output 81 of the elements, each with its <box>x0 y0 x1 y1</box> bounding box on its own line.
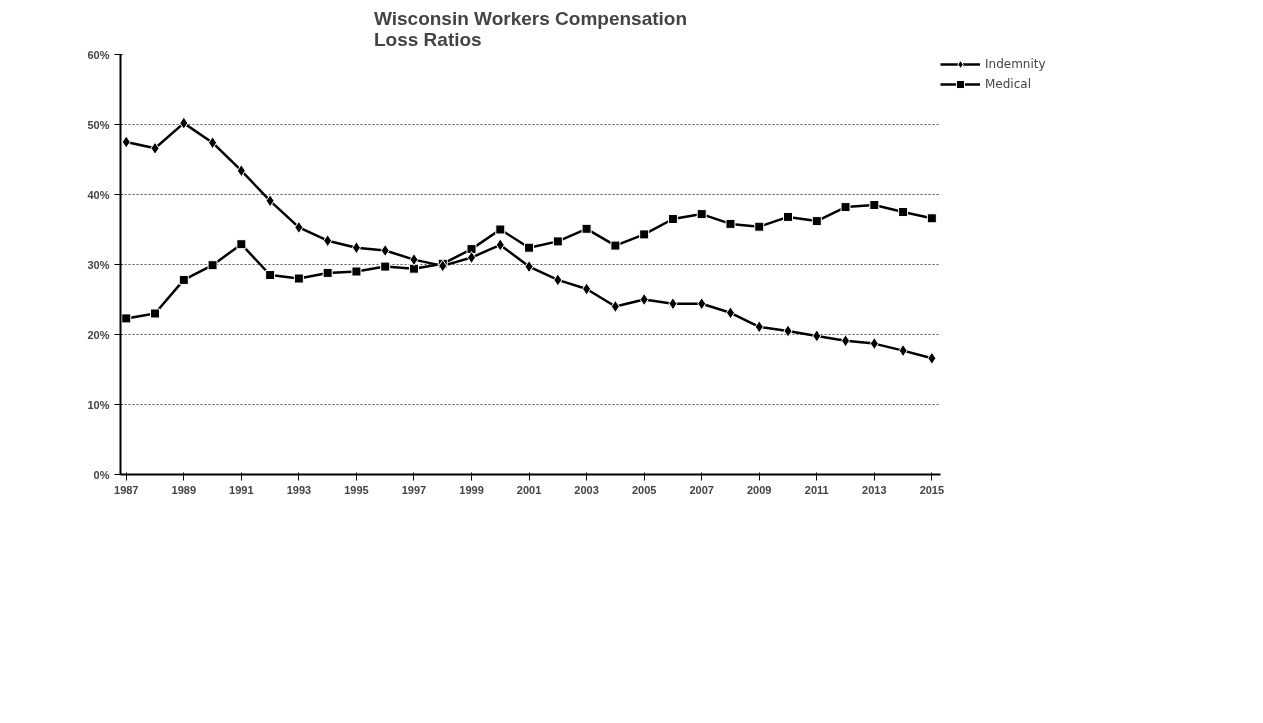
x-tick-label: 1997 <box>401 483 427 496</box>
point <box>495 224 506 235</box>
point <box>668 297 678 311</box>
chart-title: Wisconsin Workers Compensation Loss Ratios <box>373 7 688 50</box>
x-tick-label: 1987 <box>114 483 139 496</box>
point <box>208 136 218 150</box>
point <box>696 209 707 220</box>
x-tick-label: 2015 <box>919 483 945 496</box>
x-tick-label: 1989 <box>171 483 197 496</box>
x-tick-label: 2013 <box>862 483 887 496</box>
legend-label: Medical <box>985 77 1031 91</box>
point <box>869 337 879 351</box>
point <box>322 267 333 278</box>
point <box>927 351 937 365</box>
point <box>581 223 592 234</box>
point <box>926 213 937 224</box>
x-tick-label: 2007 <box>689 483 714 496</box>
x-tick-label: 1995 <box>344 483 369 496</box>
x-tick-label: 1993 <box>286 483 312 496</box>
point <box>179 116 189 130</box>
point <box>783 324 793 338</box>
point <box>840 202 851 213</box>
point <box>351 241 361 255</box>
y-tick-label: 60% <box>87 48 110 61</box>
point <box>265 270 276 280</box>
legend-label: Indemnity <box>985 57 1046 71</box>
point <box>552 236 563 247</box>
x-tick-label: 1999 <box>459 483 484 496</box>
x-tick-label: 2003 <box>574 483 599 496</box>
y-tick-label: 0% <box>93 468 110 481</box>
point <box>294 220 304 234</box>
x-tick-label: 2011 <box>804 483 829 496</box>
point <box>524 242 535 253</box>
point <box>610 300 620 313</box>
point <box>438 259 448 273</box>
point <box>898 207 909 217</box>
point <box>236 239 247 250</box>
x-tick-label: 1991 <box>229 483 254 496</box>
point <box>754 221 765 232</box>
point <box>408 263 419 274</box>
point <box>495 238 505 252</box>
point <box>725 218 736 229</box>
point <box>697 297 707 311</box>
point <box>725 306 735 320</box>
point <box>121 313 132 324</box>
y-tick-label: 50% <box>87 118 110 131</box>
point <box>639 229 650 240</box>
point <box>841 334 851 348</box>
point <box>323 234 333 248</box>
y-tick-label: 30% <box>87 258 110 271</box>
x-tick-label: 2001 <box>516 483 542 496</box>
point <box>467 251 477 264</box>
x-tick-label: 2005 <box>631 483 657 496</box>
x-tick-label: 2009 <box>747 483 772 496</box>
point <box>178 274 189 285</box>
point <box>812 329 822 343</box>
y-tick-label: 20% <box>87 328 110 341</box>
point <box>121 135 131 149</box>
point <box>667 214 678 224</box>
point <box>783 211 794 222</box>
point <box>351 266 362 277</box>
point <box>582 282 592 296</box>
point <box>524 260 534 274</box>
point <box>869 200 880 210</box>
point <box>754 320 764 334</box>
y-tick-label: 10% <box>87 398 110 411</box>
y-tick-label: 40% <box>87 188 110 201</box>
point <box>380 244 390 257</box>
point <box>207 260 218 271</box>
point <box>293 273 304 284</box>
point <box>265 194 275 208</box>
point <box>150 141 160 155</box>
point <box>811 216 822 227</box>
point <box>409 253 419 267</box>
point <box>898 344 908 358</box>
point <box>380 261 391 272</box>
point <box>610 240 621 251</box>
point <box>639 293 649 306</box>
point <box>553 273 563 287</box>
point <box>150 308 161 319</box>
point <box>236 164 246 178</box>
